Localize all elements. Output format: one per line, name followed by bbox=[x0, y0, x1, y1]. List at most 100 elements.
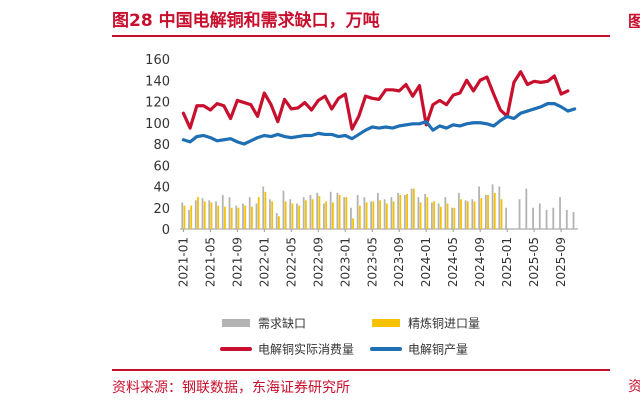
bar-demand-gap bbox=[545, 209, 548, 229]
bar-demand-gap bbox=[478, 186, 480, 229]
x-tick-label: 2021-05 bbox=[203, 237, 217, 287]
bar-refined-import bbox=[311, 199, 314, 229]
bar-demand-gap bbox=[457, 192, 460, 229]
bar-refined-import bbox=[473, 201, 476, 229]
legend-swatch bbox=[372, 319, 400, 327]
y-tick-label: 80 bbox=[153, 138, 170, 153]
bar-demand-gap bbox=[296, 203, 298, 229]
bar-refined-import bbox=[271, 201, 274, 229]
bar-demand-gap bbox=[329, 191, 332, 229]
bar-demand-gap bbox=[215, 201, 217, 229]
edge-glyph-top: 图 bbox=[628, 12, 640, 28]
bar-refined-import bbox=[446, 203, 449, 229]
bar-refined-import bbox=[183, 205, 186, 229]
bar-demand-gap bbox=[518, 199, 521, 229]
footer-rule bbox=[112, 369, 610, 371]
x-tick-label: 2022-01 bbox=[257, 237, 271, 287]
bar-demand-gap bbox=[424, 193, 427, 229]
bar-demand-gap bbox=[417, 197, 420, 229]
bar-refined-import bbox=[304, 200, 307, 229]
bar-refined-import bbox=[298, 205, 301, 229]
bar-demand-gap bbox=[242, 203, 244, 229]
bar-demand-gap bbox=[316, 192, 319, 229]
legend-label: 电解铜产量 bbox=[408, 342, 468, 357]
source-note: 资料来源：钢联数据，东海证券研究所 bbox=[112, 380, 350, 396]
bar-demand-gap bbox=[565, 209, 568, 229]
bar-demand-gap bbox=[275, 213, 278, 229]
bar-refined-import bbox=[190, 205, 193, 229]
y-tick-label: 20 bbox=[153, 202, 170, 217]
figure-title: 图28 中国电解铜和需求缺口，万吨 bbox=[112, 11, 380, 31]
edge-glyph-bottom: 资 bbox=[628, 379, 640, 394]
y-tick-label: 60 bbox=[153, 159, 170, 174]
bar-demand-gap bbox=[505, 207, 507, 229]
legend-item: 电解铜实际消费量 bbox=[220, 342, 354, 357]
bar-refined-import bbox=[237, 207, 240, 229]
x-axis: 2021-01 2021-05 2021-09 2022-01 2022-05 2022-… bbox=[176, 228, 578, 287]
bar-demand-gap bbox=[491, 184, 494, 229]
legend-label: 电解铜实际消费量 bbox=[258, 342, 354, 357]
bar-demand-gap bbox=[397, 192, 400, 229]
bar-demand-gap bbox=[383, 199, 386, 229]
bar-demand-gap bbox=[403, 195, 406, 229]
bar-refined-import bbox=[419, 202, 422, 229]
title-rule bbox=[112, 35, 610, 37]
bar-refined-import bbox=[257, 197, 260, 229]
x-tick-label: 2023-09 bbox=[392, 237, 406, 287]
bar-refined-import bbox=[439, 206, 442, 229]
bar-demand-gap bbox=[188, 209, 190, 229]
bar-demand-gap bbox=[525, 188, 528, 229]
bar-refined-import bbox=[210, 202, 213, 229]
bar-refined-import bbox=[291, 203, 294, 229]
bar-refined-import bbox=[352, 218, 355, 229]
bar-refined-import bbox=[224, 206, 226, 229]
bar-refined-import bbox=[372, 201, 375, 229]
bar-demand-gap bbox=[343, 197, 346, 229]
bar-demand-gap bbox=[370, 201, 373, 229]
bar-refined-import bbox=[406, 193, 408, 229]
legend-item: 精炼铜进口量 bbox=[372, 316, 480, 331]
bar-refined-import bbox=[412, 188, 415, 229]
bar-refined-import bbox=[466, 201, 469, 229]
bar-refined-import bbox=[392, 201, 395, 229]
x-tick-label: 2025-09 bbox=[554, 237, 568, 287]
bar-series bbox=[181, 184, 575, 229]
bar-demand-gap bbox=[336, 192, 339, 229]
bar-demand-gap bbox=[228, 197, 231, 229]
bar-demand-gap bbox=[302, 197, 305, 229]
bar-demand-gap bbox=[309, 195, 312, 229]
bar-demand-gap bbox=[532, 207, 534, 229]
bar-refined-import bbox=[264, 191, 267, 229]
bar-demand-gap bbox=[538, 203, 541, 229]
bar-demand-gap bbox=[572, 212, 575, 229]
bar-refined-import bbox=[365, 202, 368, 229]
bar-demand-gap bbox=[390, 197, 393, 229]
bar-demand-gap bbox=[430, 202, 433, 229]
bar-refined-import bbox=[399, 195, 402, 229]
bar-refined-import bbox=[278, 216, 280, 229]
bar-refined-import bbox=[318, 196, 321, 229]
bar-demand-gap bbox=[194, 200, 197, 229]
bar-refined-import bbox=[500, 199, 503, 229]
bar-demand-gap bbox=[235, 205, 238, 229]
line-production bbox=[181, 102, 577, 146]
bar-refined-import bbox=[493, 192, 496, 229]
y-tick-label: 40 bbox=[153, 181, 170, 196]
x-tick-label: 2024-05 bbox=[446, 237, 460, 287]
bar-refined-import bbox=[197, 197, 199, 229]
bar-refined-import bbox=[487, 195, 489, 229]
bar-demand-gap bbox=[181, 202, 184, 229]
bar-demand-gap bbox=[282, 190, 285, 229]
x-tick-label: 2025-01 bbox=[500, 237, 514, 287]
bar-refined-import bbox=[433, 201, 435, 229]
bar-refined-import bbox=[230, 207, 233, 229]
x-tick-label: 2022-05 bbox=[284, 237, 298, 287]
x-tick-label: 2023-05 bbox=[365, 237, 379, 287]
bar-demand-gap bbox=[248, 197, 251, 229]
bar-refined-import bbox=[331, 202, 334, 229]
line-consumption bbox=[181, 70, 570, 131]
bar-refined-import bbox=[385, 203, 388, 229]
x-tick-label: 2024-01 bbox=[419, 237, 433, 287]
bar-refined-import bbox=[251, 206, 253, 229]
